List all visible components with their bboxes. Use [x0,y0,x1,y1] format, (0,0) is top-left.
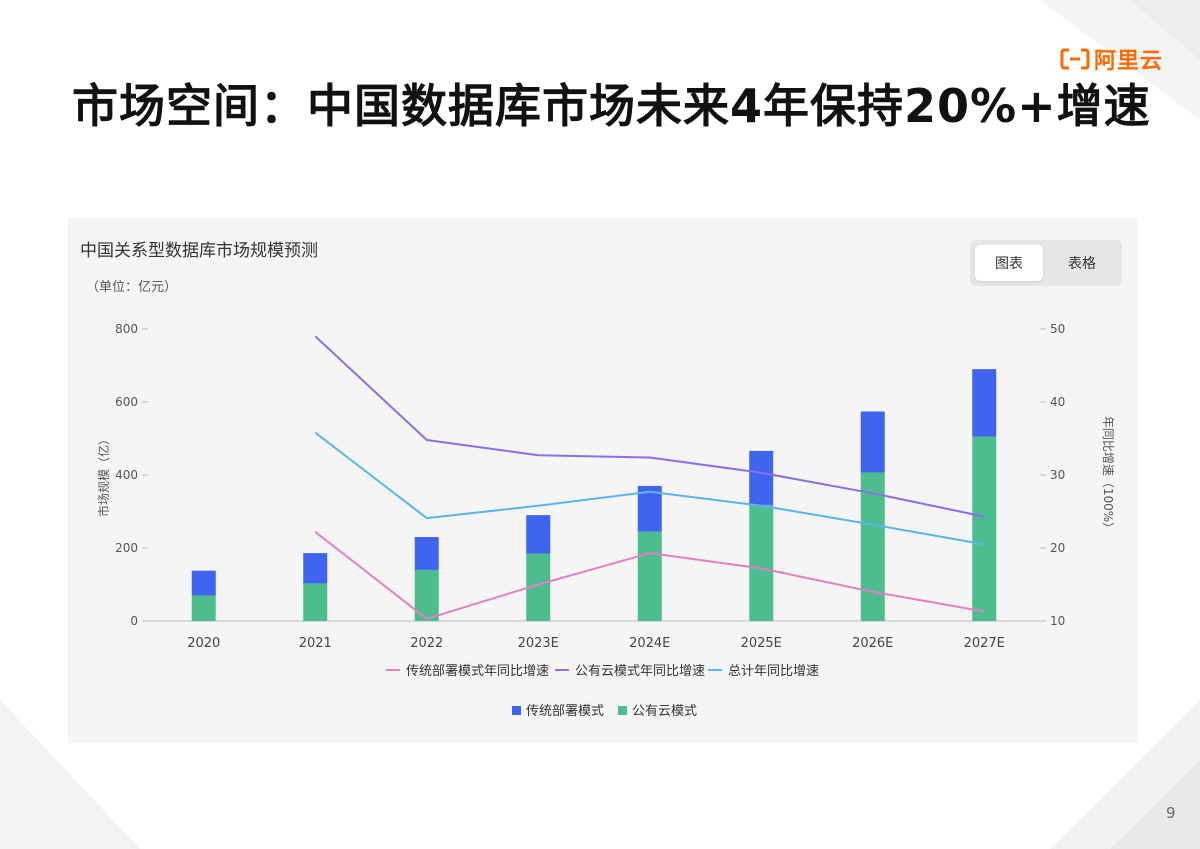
legend-bar-label: 传统部署模式 [526,704,604,719]
y2-tick-label: 40 [1050,395,1065,409]
legend-line-label: 公有云模式年同比增速 [575,664,705,679]
y-tick-label: 400 [115,468,138,482]
slide-title: 市场空间：中国数据库市场未来4年保持20%+增速 [72,79,1151,133]
y2-tick-label: 50 [1050,322,1065,336]
legend-bar-label: 公有云模式 [632,704,697,719]
bar-segment [860,472,885,621]
y-axis-title: 市场规模（亿） [96,433,111,517]
tab-chart[interactable]: 图表 [975,245,1043,281]
y-tick-label: 200 [115,541,138,555]
y-tick-label: 0 [130,614,138,628]
bar-segment [972,369,997,437]
x-tick-label: 2023E [518,636,559,651]
bar-segment [303,583,328,621]
x-tick-label: 2025E [741,636,782,651]
x-tick-label: 2027E [964,636,1005,651]
y2-tick-label: 10 [1050,614,1065,628]
page-number: 9 [1166,804,1176,822]
bar-segment [637,531,662,621]
bar-segment [749,450,774,505]
y2-tick-label: 30 [1050,468,1065,482]
bar-segment [191,570,216,596]
bar-segment [860,411,885,473]
x-tick-label: 2024E [629,636,670,651]
chart-panel: 中国关系型数据库市场规模预测 （单位：亿元） 图表 表格 0 200 400 600 8… [68,218,1138,743]
legend-line-label: 传统部署模式年同比增速 [406,664,549,679]
bar-segment [414,537,439,570]
x-tick-label: 2026E [852,636,893,651]
series-line [314,335,985,518]
legend-line-label: 总计年同比增速 [728,664,819,679]
legend-bar-swatch [618,706,627,715]
aliyun-logo-icon [1060,48,1090,70]
y2-axis-title: 年同比增速（100%） [1101,416,1115,534]
y2-tick-label: 20 [1050,541,1065,555]
aliyun-logo-text: 阿里云 [1094,49,1164,74]
aliyun-logo: 阿里云 [1060,44,1163,74]
legend-bar-swatch [512,706,521,715]
tab-table[interactable]: 表格 [1068,256,1096,272]
series-line [314,431,985,546]
view-toggle: 图表 表格 [970,240,1122,286]
x-tick-label: 2020 [187,636,220,651]
chart-title: 中国关系型数据库市场规模预测 [80,241,318,261]
bar-segment [749,504,774,621]
y-tick-label: 600 [115,395,138,409]
series-line [314,531,985,620]
x-tick-label: 2022 [410,636,443,651]
bar-segment [303,553,328,584]
x-tick-label: 2021 [299,636,332,651]
bar-segment [972,436,997,621]
chart-unit-label: （单位：亿元） [86,280,178,295]
y-tick-label: 800 [115,322,138,336]
chart-canvas: 0 200 400 600 800 10 20 30 40 50 市场规模（亿） 年同比增速（100%… [96,322,1115,719]
bar-segment [191,595,216,621]
bar-segment [526,515,551,554]
